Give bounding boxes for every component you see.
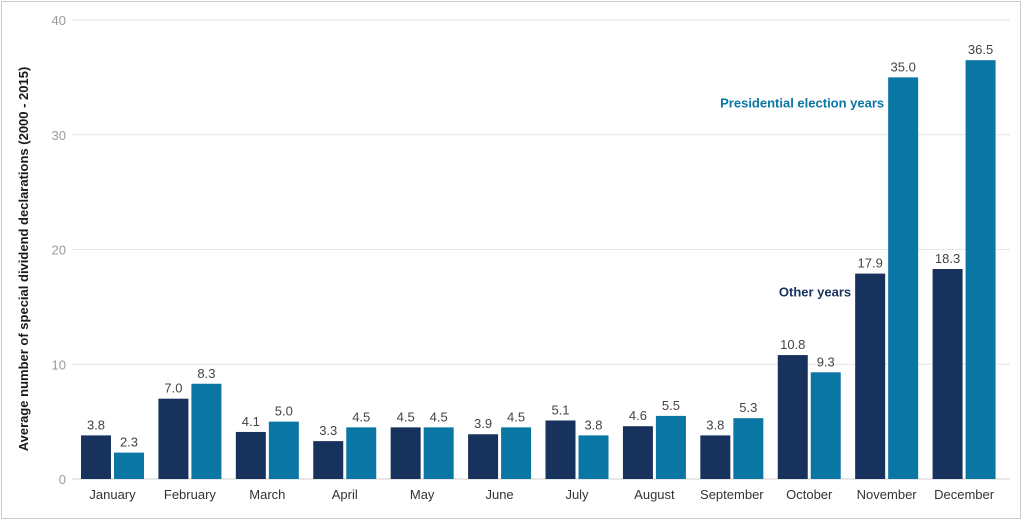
data-label: 18.3 — [935, 251, 960, 266]
bars — [81, 60, 996, 479]
bar-election-years — [578, 435, 609, 479]
data-label: 3.8 — [584, 417, 602, 432]
bar-election-years — [810, 372, 841, 479]
data-label: 5.1 — [551, 402, 569, 417]
data-label: 3.3 — [319, 423, 337, 438]
y-tick-label: 40 — [52, 13, 66, 28]
bar-other-years — [468, 434, 499, 479]
bar-other-years — [622, 426, 653, 479]
bar-election-years — [268, 421, 299, 479]
x-tick-label: February — [164, 487, 217, 502]
x-tick-label: April — [332, 487, 358, 502]
x-tick-label: August — [634, 487, 675, 502]
data-label: 5.5 — [662, 398, 680, 413]
bar-election-years — [114, 452, 144, 479]
annotations: Other years Presidential election years — [720, 95, 884, 299]
data-label: 4.5 — [430, 409, 448, 424]
data-label: 3.8 — [706, 417, 724, 432]
bar-election-years — [655, 415, 686, 479]
data-label: 4.5 — [507, 409, 525, 424]
category-labels: January February March April May June July Augu… — [89, 487, 994, 502]
bar-election-years — [888, 77, 919, 479]
x-tick-label: November — [857, 487, 918, 502]
bar-election-years — [733, 418, 764, 479]
data-label: 9.3 — [817, 354, 835, 369]
bar-other-years — [390, 427, 421, 479]
x-tick-label: June — [485, 487, 513, 502]
data-label: 7.0 — [164, 381, 182, 396]
bar-other-years — [855, 273, 886, 479]
data-label: 4.5 — [352, 409, 370, 424]
y-axis-label: Average number of special dividend decla… — [16, 67, 31, 452]
x-tick-label: January — [89, 487, 136, 502]
x-tick-label: July — [565, 487, 589, 502]
series-annotation: Presidential election years — [720, 95, 884, 110]
x-tick-label: October — [786, 487, 833, 502]
bar-other-years — [700, 435, 731, 479]
bar-other-years — [545, 420, 576, 479]
data-label: 10.8 — [780, 337, 805, 352]
bar-other-years — [158, 398, 189, 479]
bar-other-years — [81, 435, 111, 479]
gridlines — [72, 19, 1010, 480]
data-label: 4.1 — [242, 414, 260, 429]
x-tick-label: May — [410, 487, 435, 502]
data-label: 4.6 — [629, 408, 647, 423]
value-labels: 3.8 2.3 7.0 8.3 4.1 5.0 3.3 4.5 4.5 4.5 3.9 4.5 5.1 3… — [87, 42, 993, 449]
data-label: 8.3 — [197, 366, 215, 381]
bar-election-years — [501, 427, 532, 479]
data-label: 3.9 — [474, 416, 492, 431]
y-tick-label: 20 — [52, 243, 66, 258]
bar-other-years — [313, 441, 344, 479]
data-label: 17.9 — [858, 256, 883, 271]
x-tick-label: March — [249, 487, 285, 502]
data-label: 3.8 — [87, 417, 105, 432]
bar-election-years — [191, 383, 222, 479]
data-label: 4.5 — [397, 409, 415, 424]
y-tick-label: 10 — [52, 357, 66, 372]
bar-election-years — [346, 427, 377, 479]
data-label: 5.3 — [739, 400, 757, 415]
data-label: 35.0 — [891, 59, 916, 74]
bar-election-years — [423, 427, 454, 479]
bar-other-years — [235, 431, 266, 479]
x-tick-label: September — [700, 487, 764, 502]
series-annotation: Other years — [779, 285, 851, 300]
data-label: 2.3 — [120, 435, 138, 450]
bar-election-years — [965, 60, 996, 479]
bar-other-years — [932, 269, 963, 479]
x-tick-label: December — [934, 487, 995, 502]
data-label: 5.0 — [275, 404, 293, 419]
bar-other-years — [777, 355, 808, 479]
y-axis-ticks: 0 10 20 30 40 — [52, 13, 66, 487]
y-tick-label: 30 — [52, 128, 66, 143]
y-tick-label: 0 — [59, 472, 66, 487]
data-label: 36.5 — [968, 42, 993, 57]
